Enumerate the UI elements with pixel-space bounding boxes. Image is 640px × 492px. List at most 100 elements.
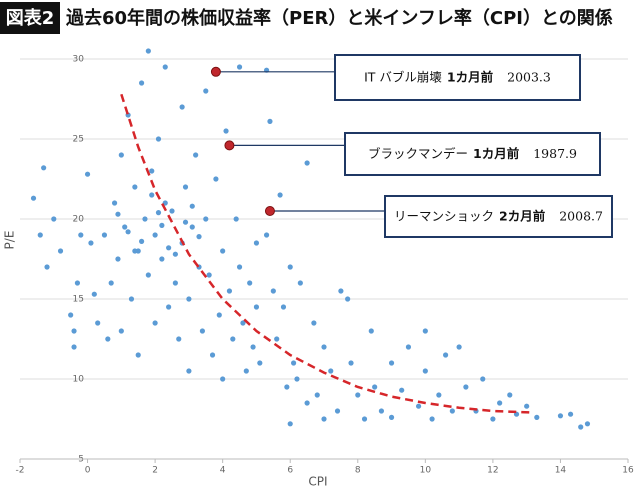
- point: [172, 251, 178, 257]
- point: [203, 88, 209, 94]
- point: [236, 64, 243, 70]
- point: [169, 208, 175, 214]
- x-tick-label: 8: [355, 466, 361, 476]
- point: [193, 152, 199, 158]
- point: [172, 280, 178, 286]
- annotation: IT バブル崩壊 1カ月前 2003.3: [364, 69, 551, 84]
- x-tick-label: -2: [16, 466, 25, 476]
- point: [159, 222, 165, 228]
- point: [220, 376, 226, 382]
- point: [294, 376, 300, 382]
- annotation-label: IT バブル崩壊: [364, 69, 442, 84]
- point: [443, 352, 449, 358]
- point: [361, 416, 368, 422]
- point: [159, 256, 165, 262]
- point: [101, 232, 108, 238]
- point: [355, 392, 361, 398]
- annotation-date: 2008.7: [559, 208, 603, 223]
- point: [328, 368, 334, 374]
- point: [68, 312, 74, 318]
- point: [463, 384, 469, 390]
- annotation-label: ブラックマンデー: [368, 146, 468, 161]
- point: [304, 160, 310, 166]
- point: [186, 296, 192, 302]
- point: [321, 416, 327, 422]
- point: [422, 368, 428, 374]
- point: [57, 248, 64, 254]
- point: [44, 264, 50, 270]
- point: [334, 408, 341, 414]
- point: [206, 272, 212, 278]
- point: [287, 421, 293, 427]
- point: [270, 288, 276, 294]
- annotation-label: リーマンショック: [394, 208, 494, 223]
- point: [30, 195, 37, 201]
- point: [429, 416, 435, 422]
- point: [186, 368, 192, 374]
- point: [139, 80, 145, 86]
- point: [311, 320, 317, 326]
- x-tick-label: 0: [85, 466, 91, 476]
- point: [277, 192, 283, 198]
- point: [122, 224, 128, 230]
- point: [182, 184, 189, 190]
- point: [189, 224, 195, 230]
- point: [118, 328, 124, 334]
- point: [578, 424, 584, 430]
- point: [291, 360, 297, 366]
- point: [162, 64, 168, 70]
- x-tick-label: 12: [487, 466, 498, 476]
- point: [456, 344, 462, 350]
- point: [480, 376, 486, 382]
- x-tick-label: 16: [622, 466, 634, 476]
- point: [267, 118, 273, 124]
- point: [368, 328, 374, 334]
- y-tick-label: 30: [73, 55, 85, 65]
- point: [405, 344, 412, 350]
- point: [128, 296, 135, 302]
- point: [220, 248, 226, 254]
- y-tick-label: 25: [73, 135, 84, 145]
- point: [196, 234, 202, 240]
- point: [155, 136, 162, 142]
- highlight-point: [210, 66, 221, 77]
- point: [176, 336, 182, 342]
- badge-box: [0, 2, 60, 34]
- annotation-lead: 2カ月前: [499, 208, 546, 223]
- point: [557, 413, 564, 419]
- point: [233, 216, 239, 222]
- point: [280, 304, 287, 310]
- point: [216, 312, 222, 318]
- annotation-date: 2003.3: [507, 69, 551, 84]
- y-axis-label: P/E: [3, 231, 17, 250]
- point: [372, 384, 378, 390]
- point: [284, 384, 290, 390]
- point: [74, 280, 81, 286]
- point: [253, 240, 260, 246]
- point: [142, 216, 148, 222]
- point: [524, 403, 530, 409]
- point: [152, 320, 158, 326]
- y-tick-label: 15: [73, 295, 84, 305]
- point: [78, 232, 84, 238]
- point: [203, 216, 209, 222]
- point: [105, 336, 111, 342]
- annotation: リーマンショック 2カ月前 2008.7: [394, 208, 603, 223]
- point: [490, 416, 496, 422]
- point: [243, 368, 249, 374]
- point: [388, 360, 395, 366]
- point: [436, 392, 442, 398]
- x-tick-label: 2: [152, 466, 158, 476]
- point: [209, 352, 216, 358]
- point: [155, 210, 162, 216]
- annotation-box: [344, 132, 601, 176]
- point: [125, 229, 131, 235]
- point: [422, 328, 428, 334]
- point: [236, 264, 243, 270]
- point: [348, 360, 354, 366]
- point: [257, 360, 263, 366]
- point: [108, 280, 114, 286]
- point: [534, 414, 540, 420]
- point: [182, 219, 189, 225]
- point: [84, 171, 91, 177]
